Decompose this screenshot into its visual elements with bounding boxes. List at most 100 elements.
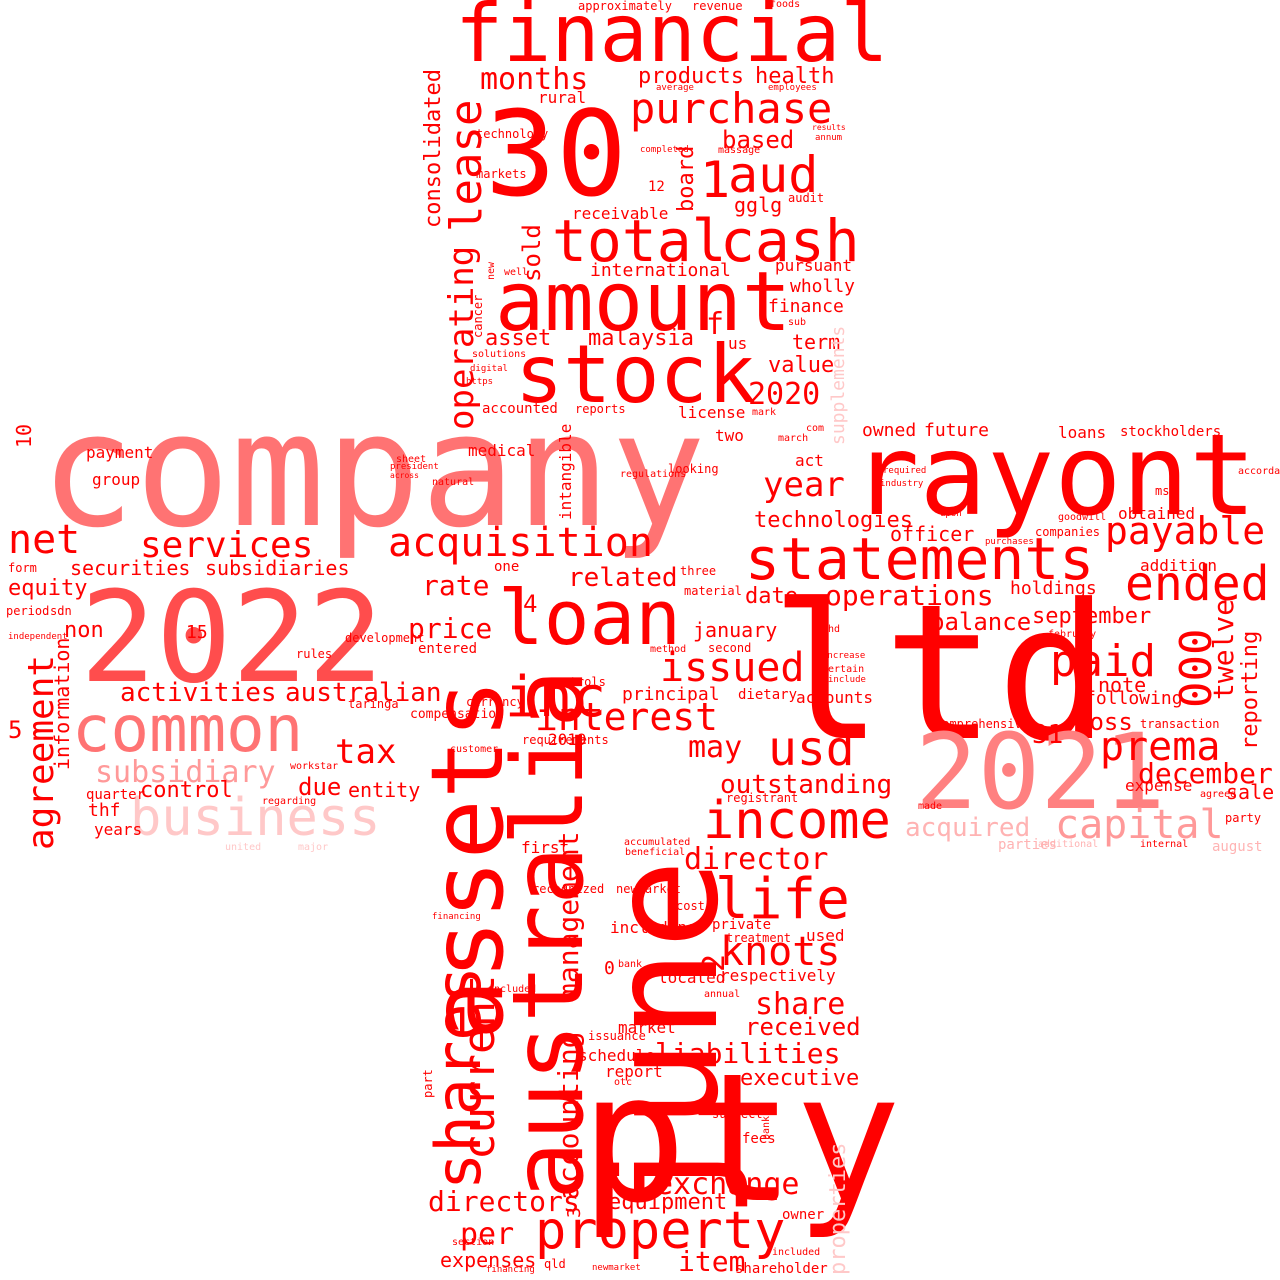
word-statements: statements — [745, 525, 1095, 593]
word-aud: aud — [728, 146, 819, 204]
word-mark: regulations — [620, 469, 687, 480]
word-prema: prema — [1100, 724, 1221, 770]
word-us: us — [728, 334, 748, 353]
word-private: private — [712, 917, 772, 933]
word-obtained: obtained — [1118, 504, 1196, 523]
word-finance: finance — [768, 296, 844, 317]
word-1: 1 — [700, 151, 731, 209]
word-cancer: president — [390, 462, 439, 472]
word-based: based — [722, 126, 795, 154]
word-software: required — [883, 466, 927, 476]
word-value: value — [768, 353, 835, 378]
word-2019: 2019 — [548, 730, 587, 749]
word-issuance: increase — [822, 651, 866, 661]
word-amount: amount — [495, 255, 792, 350]
word-party: markets — [476, 167, 527, 181]
word-year: year — [763, 465, 845, 505]
word-operations: operations — [825, 579, 994, 612]
word-2021: 2021 — [915, 711, 1166, 833]
word-president: customer — [450, 744, 499, 755]
word-section: february — [1048, 629, 1097, 640]
word-information: information — [50, 637, 74, 770]
word-owned: owned — [862, 420, 917, 441]
word-material: results — [812, 123, 846, 132]
word-income: income — [703, 791, 891, 851]
word-total: total — [552, 207, 727, 275]
word-supplements: supplements — [828, 325, 849, 445]
word-company: company — [40, 379, 706, 563]
word-quarter: quarter — [86, 787, 146, 803]
word-located: located — [658, 968, 726, 987]
word-paid: paid — [1050, 636, 1156, 687]
word-method: bank — [618, 959, 643, 970]
word-directors: directors — [428, 1185, 580, 1218]
word-employees: digital — [470, 364, 508, 374]
word-fees: fees — [742, 1131, 776, 1147]
word-principal: principal — [622, 684, 720, 705]
word-health: health — [755, 64, 835, 89]
word-activities: activities — [120, 678, 277, 708]
word-sheet: currency — [466, 695, 524, 709]
word-0: 0 — [604, 958, 615, 979]
word-issued: issued — [660, 645, 805, 691]
word-securities: securities — [70, 556, 191, 580]
word-disclosure: second — [708, 641, 752, 655]
word-chief: material — [684, 584, 742, 598]
word-included: included — [772, 1247, 821, 1258]
word-treatment: treatment — [726, 931, 792, 945]
word-taringa: internal — [1140, 839, 1189, 850]
word-received: received — [745, 1013, 861, 1041]
word-accounted: accounted — [482, 401, 558, 417]
word-market: market — [618, 1018, 676, 1037]
word-two: two — [715, 426, 744, 445]
word-reports: reports — [575, 402, 626, 416]
word-subsidiary: subsidiary — [95, 755, 276, 790]
word-approximately: approximately — [578, 0, 672, 13]
word-date: date — [745, 584, 798, 609]
word-schedule: schedule — [578, 1046, 656, 1065]
word-outstanding: outstanding — [720, 770, 893, 800]
word-intangible: intangible — [556, 423, 575, 520]
word-pty: pty — [580, 1035, 902, 1242]
word-qld: qld — [544, 1257, 566, 1271]
word-director: director — [684, 842, 829, 877]
word-annum: mark — [752, 407, 777, 418]
word-malaysia: malaysia — [588, 326, 694, 351]
word-report: report — [605, 1062, 663, 1081]
word-form: taringa — [348, 697, 399, 711]
word-thf: thf — [88, 800, 121, 821]
word-net: net — [8, 517, 81, 563]
word-rayont: rayont — [852, 411, 1257, 541]
word-technology: new — [486, 261, 497, 280]
word-sub: looking — [668, 462, 719, 476]
word-well: sheet — [396, 454, 427, 465]
word-may: may — [688, 730, 743, 765]
word-loss: loss — [1075, 708, 1133, 736]
word-dietary: dietary — [738, 687, 798, 703]
word-act: act — [795, 451, 824, 470]
word-stockholders: stockholders — [1120, 424, 1222, 440]
word-3: 3 — [564, 1207, 585, 1218]
word-currency: issuance — [588, 1029, 646, 1043]
word-12: 12 — [648, 179, 665, 195]
word-development: united — [225, 842, 262, 853]
word-months: months — [480, 62, 589, 97]
word-properties: properties — [826, 1142, 851, 1275]
word-carrying: three — [680, 564, 717, 578]
word-beneficial: part — [421, 1069, 435, 1098]
word-used: used — [806, 926, 845, 945]
word-september: september — [1032, 604, 1152, 629]
word-regarding: major — [298, 842, 329, 853]
word-across: accumulated — [624, 837, 691, 848]
word-technologies: technologies — [754, 508, 913, 533]
word-rules: workstar — [290, 761, 339, 772]
word-results: march — [778, 433, 809, 444]
word-license: license — [678, 403, 746, 422]
word-capital: capital — [1055, 802, 1224, 848]
word-item: item — [678, 1245, 746, 1278]
word-4: 4 — [523, 590, 538, 618]
word-australian: australian — [285, 678, 442, 708]
word-f: f — [706, 307, 725, 342]
word-increase: companies — [1035, 525, 1101, 539]
word-2022: 2022 — [80, 564, 384, 711]
